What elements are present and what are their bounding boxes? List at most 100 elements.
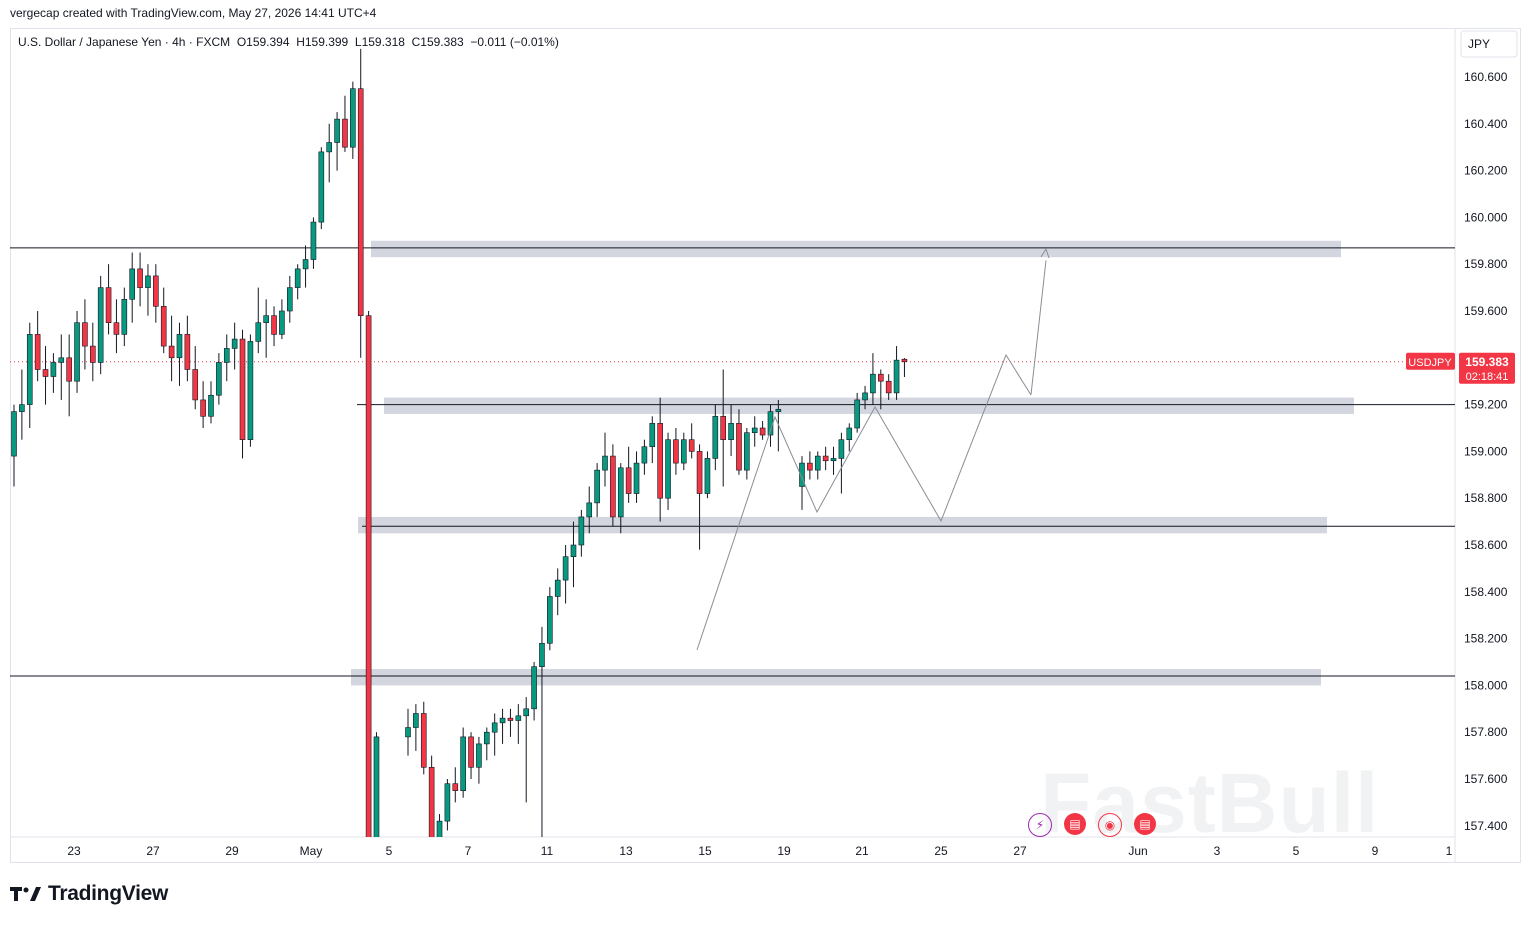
candle-body[interactable]: [279, 310, 285, 335]
candle-body[interactable]: [460, 736, 466, 792]
candle-body[interactable]: [200, 399, 206, 417]
candle-body[interactable]: [129, 268, 135, 300]
candle-body[interactable]: [82, 322, 88, 347]
candle-body[interactable]: [554, 579, 561, 597]
candle-body[interactable]: [420, 713, 427, 768]
candle-body[interactable]: [436, 820, 443, 837]
candle-body[interactable]: [326, 142, 333, 153]
candle-body[interactable]: [696, 451, 703, 494]
candle-body[interactable]: [744, 432, 750, 471]
candle-body[interactable]: [231, 338, 238, 349]
candle-body[interactable]: [153, 275, 159, 307]
candle-body[interactable]: [854, 399, 860, 429]
candle-body[interactable]: [11, 411, 17, 457]
interval-label[interactable]: 4h: [172, 35, 186, 49]
candle-body[interactable]: [342, 118, 348, 148]
us-flag-icon[interactable]: ▤: [1064, 813, 1086, 835]
candle-body[interactable]: [775, 408, 782, 412]
candle-body[interactable]: [633, 462, 640, 494]
candle-body[interactable]: [90, 345, 96, 363]
candle-body[interactable]: [570, 544, 577, 557]
tradingview-logo[interactable]: TradingView: [10, 882, 168, 906]
candle-body[interactable]: [523, 708, 530, 717]
candle-body[interactable]: [50, 362, 57, 377]
candle-body[interactable]: [413, 713, 419, 728]
candle-body[interactable]: [877, 373, 884, 382]
candle-body[interactable]: [688, 439, 695, 452]
sr-zone[interactable]: [371, 240, 1341, 258]
candle-body[interactable]: [239, 338, 246, 440]
candle-body[interactable]: [728, 423, 734, 441]
candle-body[interactable]: [483, 731, 490, 745]
candle-body[interactable]: [751, 427, 758, 433]
candle-body[interactable]: [66, 357, 72, 382]
candle-body[interactable]: [562, 556, 569, 581]
candle-body[interactable]: [255, 322, 262, 342]
candle-body[interactable]: [893, 359, 900, 394]
projection-arrow[interactable]: [1030, 260, 1047, 395]
candle-body[interactable]: [468, 736, 474, 768]
candle-body[interactable]: [19, 404, 25, 412]
currency-button[interactable]: [1460, 30, 1518, 58]
symbol-name[interactable]: U.S. Dollar / Japanese Yen: [18, 35, 162, 49]
candle-body[interactable]: [176, 334, 183, 359]
candle-body[interactable]: [137, 268, 143, 288]
candle-body[interactable]: [712, 415, 719, 459]
candle-body[interactable]: [507, 717, 514, 721]
candle-body[interactable]: [547, 596, 553, 644]
candle-body[interactable]: [846, 427, 853, 440]
candle-body[interactable]: [531, 666, 537, 710]
candle-body[interactable]: [610, 455, 616, 518]
candle-body[interactable]: [271, 315, 277, 335]
candle-body[interactable]: [428, 766, 435, 837]
lightning-icon[interactable]: ⚡: [1028, 813, 1052, 837]
candle-body[interactable]: [26, 334, 33, 405]
candle-body[interactable]: [830, 458, 837, 462]
candle-body[interactable]: [499, 717, 506, 724]
candle-body[interactable]: [759, 427, 766, 436]
candle-body[interactable]: [736, 423, 742, 471]
candle-body[interactable]: [145, 275, 151, 288]
candle-body[interactable]: [97, 287, 104, 363]
candle-body[interactable]: [862, 392, 868, 401]
candle-body[interactable]: [318, 151, 325, 223]
candle-body[interactable]: [586, 502, 593, 518]
candle-body[interactable]: [491, 722, 498, 733]
candle-body[interactable]: [168, 345, 175, 359]
candle-body[interactable]: [286, 287, 293, 312]
candle-body[interactable]: [515, 715, 522, 721]
candle-body[interactable]: [476, 743, 482, 768]
candle-body[interactable]: [870, 373, 876, 394]
candle-body[interactable]: [294, 268, 301, 288]
candle-body[interactable]: [113, 322, 120, 335]
candle-body[interactable]: [625, 467, 632, 494]
candle-body[interactable]: [594, 469, 600, 504]
candle-body[interactable]: [373, 736, 380, 838]
candle-body[interactable]: [365, 315, 372, 838]
candle-body[interactable]: [247, 341, 254, 441]
candle-body[interactable]: [350, 88, 356, 148]
candle-body[interactable]: [192, 369, 199, 401]
candle-body[interactable]: [34, 334, 41, 370]
target-icon[interactable]: ◉: [1098, 813, 1122, 837]
candle-body[interactable]: [838, 439, 845, 459]
candle-body[interactable]: [105, 287, 112, 324]
candle-body[interactable]: [310, 221, 317, 260]
candle-body[interactable]: [680, 439, 687, 464]
candle-body[interactable]: [720, 415, 727, 440]
candle-body[interactable]: [885, 380, 892, 394]
sr-zone[interactable]: [351, 669, 1321, 686]
candle-body[interactable]: [357, 88, 364, 316]
candle-body[interactable]: [665, 439, 671, 499]
candle-body[interactable]: [121, 298, 128, 335]
candle-body[interactable]: [641, 446, 648, 464]
us-flag-icon[interactable]: ▤: [1134, 813, 1156, 835]
candle-body[interactable]: [302, 259, 309, 270]
candle-body[interactable]: [184, 334, 191, 370]
candle-body[interactable]: [539, 642, 545, 667]
candle-body[interactable]: [814, 455, 821, 471]
candle-body[interactable]: [704, 458, 711, 494]
last-price-tag[interactable]: [1459, 352, 1515, 384]
candle-body[interactable]: [602, 455, 608, 471]
